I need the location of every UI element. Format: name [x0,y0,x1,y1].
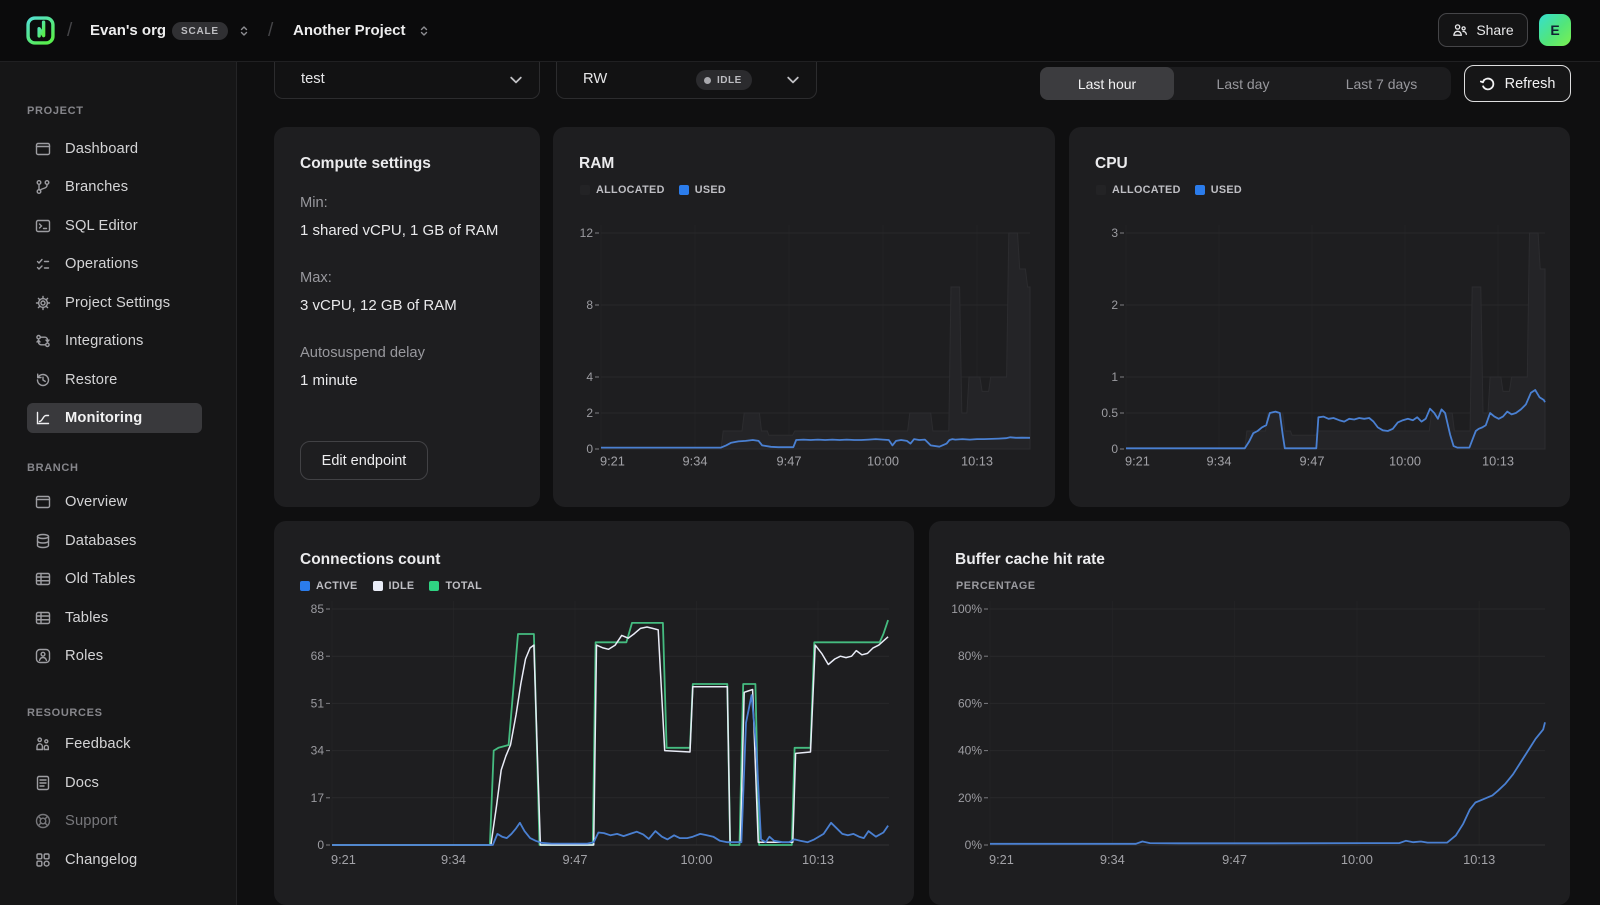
svg-text:9:21: 9:21 [989,852,1014,867]
svg-text:0: 0 [1111,442,1118,456]
svg-text:2: 2 [1111,298,1118,312]
svg-text:10:00: 10:00 [680,852,712,867]
svg-text:10:13: 10:13 [1463,852,1495,867]
svg-text:3: 3 [1111,226,1118,240]
svg-text:0: 0 [317,838,324,852]
svg-text:9:21: 9:21 [1125,454,1150,469]
svg-text:8: 8 [586,298,593,312]
svg-text:100%: 100% [951,602,982,616]
svg-text:9:34: 9:34 [1100,852,1125,867]
svg-text:10:00: 10:00 [1389,454,1421,469]
svg-text:12: 12 [580,226,594,240]
svg-text:10:13: 10:13 [1482,454,1514,469]
svg-text:17: 17 [311,791,325,805]
svg-text:80%: 80% [958,649,982,663]
svg-text:68: 68 [311,649,325,663]
svg-text:85: 85 [311,602,325,616]
svg-text:9:21: 9:21 [600,454,625,469]
svg-text:9:47: 9:47 [563,852,588,867]
svg-text:9:47: 9:47 [1300,454,1325,469]
svg-text:9:34: 9:34 [441,852,466,867]
svg-text:60%: 60% [958,696,982,710]
svg-text:9:34: 9:34 [683,454,708,469]
svg-text:2: 2 [586,406,593,420]
svg-text:40%: 40% [958,744,982,758]
svg-text:9:47: 9:47 [1222,852,1247,867]
svg-text:0.5: 0.5 [1101,406,1118,420]
svg-text:51: 51 [311,696,325,710]
svg-text:10:13: 10:13 [802,852,834,867]
svg-text:1: 1 [1111,370,1118,384]
svg-text:0%: 0% [965,838,983,852]
svg-text:34: 34 [311,744,325,758]
svg-text:4: 4 [586,370,593,384]
svg-text:10:00: 10:00 [1341,852,1373,867]
svg-text:9:47: 9:47 [777,454,802,469]
svg-text:9:34: 9:34 [1207,454,1232,469]
svg-text:20%: 20% [958,791,982,805]
svg-text:9:21: 9:21 [331,852,356,867]
svg-text:10:00: 10:00 [867,454,899,469]
svg-text:10:13: 10:13 [961,454,993,469]
svg-text:0: 0 [586,442,593,456]
